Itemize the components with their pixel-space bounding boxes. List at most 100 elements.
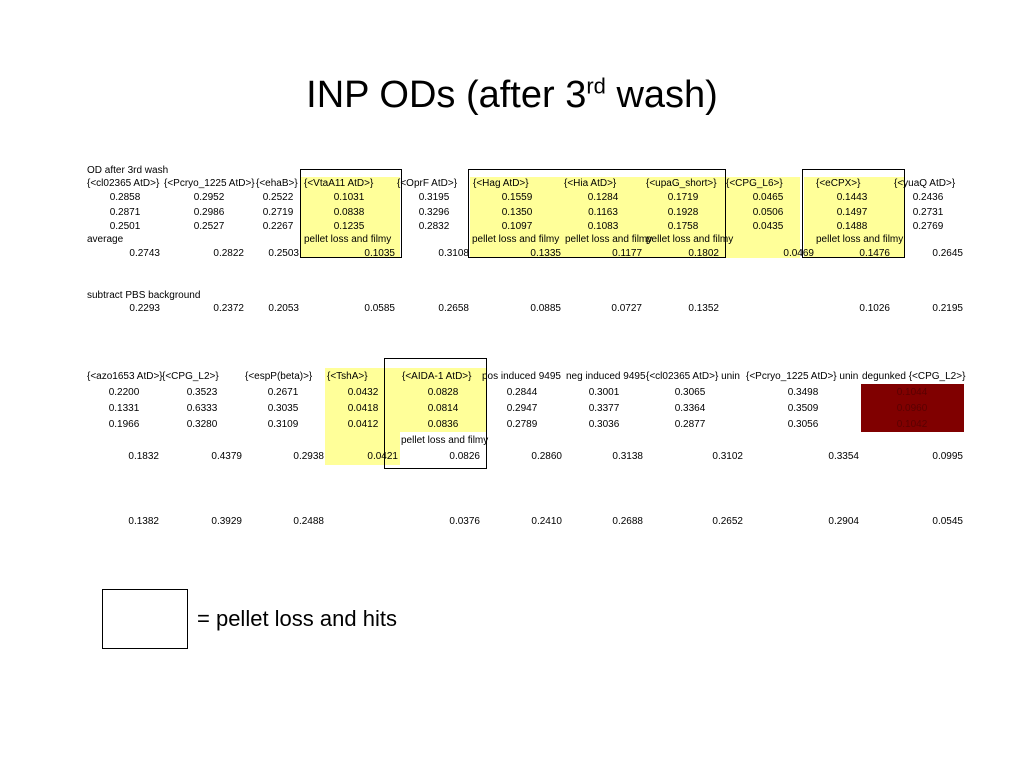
table2-header: neg induced 9495: [566, 371, 646, 382]
table1-cell: 0.1719: [667, 192, 699, 203]
table2-subtracted: 0.3929: [211, 516, 242, 527]
table1-subtracted: 0.0885: [530, 303, 561, 314]
table2-average: 0.3102: [712, 451, 743, 462]
table2-average: 0.3138: [612, 451, 643, 462]
table2-subtracted: 0.0545: [932, 516, 963, 527]
table2-cell: 0.2789: [506, 419, 538, 430]
note-pellet-loss: pellet loss and filmy: [646, 234, 734, 245]
table1-header: {<VtaA11 AtD>}: [304, 178, 374, 189]
table1-cell: 0.3296: [418, 207, 450, 218]
table1-cell: 0.1928: [667, 207, 699, 218]
table1-average: 0.0469: [783, 248, 814, 259]
table1-average: 0.3108: [438, 248, 469, 259]
table1-header: {<CPG_L6>}: [726, 178, 783, 189]
table2-cell: 0.1042: [896, 419, 928, 430]
table1-cell: 0.1488: [836, 221, 868, 232]
table1-subtracted: 0.0585: [364, 303, 395, 314]
table2-cell: 0.3523: [186, 387, 218, 398]
table1-cell: 0.2858: [109, 192, 141, 203]
table1-cell: 0.1083: [587, 221, 619, 232]
table1-cell: 0.2871: [109, 207, 141, 218]
table2-header: {<espP(beta)>}: [245, 371, 313, 382]
table2-header: {<CPG_L2>}: [162, 371, 219, 382]
table1-average: 0.1802: [688, 248, 719, 259]
table2-cell: 0.3280: [186, 419, 218, 430]
table2-average: 0.3354: [828, 451, 859, 462]
table1-average: 0.2822: [213, 248, 244, 259]
table2-header: {<TshA>}: [327, 371, 368, 382]
note-pellet-loss: pellet loss and filmy: [816, 234, 904, 245]
table2-header: {<azo1653 AtD>}: [87, 371, 163, 382]
box-hag-to-upag: [468, 169, 726, 258]
table1-header: {<yuaQ AtD>}: [894, 178, 956, 189]
table1-cell: 0.2832: [418, 221, 450, 232]
table1-header: {<upaG_short>}: [646, 178, 717, 189]
table1-subtracted: 0.2372: [213, 303, 244, 314]
highlight-hag-to-upag: [470, 177, 726, 258]
highlight-ecpx: [804, 177, 904, 258]
table1-subtracted: 0.2293: [129, 303, 160, 314]
table2-cell: 0.2844: [506, 387, 538, 398]
table1-cell: 0.2267: [262, 221, 294, 232]
table1-subtracted: 0.2053: [268, 303, 299, 314]
table1-cell: 0.2986: [193, 207, 225, 218]
table1-cell: 0.2436: [912, 192, 944, 203]
table2-cell: 0.0960: [896, 403, 928, 414]
table1-header: {<OprF AtD>}: [397, 178, 458, 189]
table1-caption: OD after 3rd wash: [87, 165, 169, 176]
table1-header: {<ehaB>}: [256, 178, 298, 189]
table1-subtracted: 0.1026: [859, 303, 890, 314]
table1-subtracted: 0.2195: [932, 303, 963, 314]
table1-cell: 0.2731: [912, 207, 944, 218]
average-label: average: [87, 234, 124, 245]
table2-subtracted: 0.2652: [712, 516, 743, 527]
table1-header: {<Hag AtD>}: [473, 178, 529, 189]
table2-header: {<Pcryo_1225 AtD>} unin: [746, 371, 859, 382]
table1-average: 0.2645: [932, 248, 963, 259]
table2-cell: 0.3036: [588, 419, 620, 430]
box-aida1: [384, 358, 487, 469]
table2-header: pos induced 9495: [482, 371, 561, 382]
table1-cell: 0.2501: [109, 221, 141, 232]
table2-cell: 0.3109: [267, 419, 299, 430]
table1-cell: 0.0435: [752, 221, 784, 232]
table1-average: 0.1177: [612, 248, 642, 259]
table1-subtracted: 0.2658: [438, 303, 469, 314]
table1-cell: 0.0838: [333, 207, 365, 218]
table1-header: {<Pcryo_1225 AtD>}: [164, 178, 255, 189]
subtract-label: subtract PBS background: [87, 290, 201, 301]
table1-header: {<Hia AtD>}: [564, 178, 617, 189]
table2-cell: 0.3509: [787, 403, 819, 414]
table1-cell: 0.1497: [836, 207, 868, 218]
table1-cell: 0.3195: [418, 192, 450, 203]
table2-header: degunked {<CPG_L2>}: [862, 371, 966, 382]
table2-cell: 0.0836: [427, 419, 459, 430]
table2-subtracted: 0.0376: [449, 516, 480, 527]
table2-subtracted: 0.1382: [128, 516, 159, 527]
table2-cell: 0.0412: [347, 419, 379, 430]
table1-cell: 0.1031: [333, 192, 365, 203]
table1-subtracted: 0.0727: [611, 303, 642, 314]
table1-header: {<eCPX>}: [816, 178, 861, 189]
table1-average: 0.2743: [129, 248, 160, 259]
highlight-vtaa11: [300, 177, 400, 258]
slide-title-superscript: rd: [586, 73, 606, 99]
slide-title-tail: wash): [605, 74, 718, 116]
note-pellet-loss: pellet loss and filmy: [472, 234, 560, 245]
table2-average: 0.0995: [932, 451, 963, 462]
table2-cell: 0.2877: [674, 419, 706, 430]
table1-cell: 0.2952: [193, 192, 225, 203]
table2-cell: 0.3364: [674, 403, 706, 414]
table2-cell: 0.3065: [674, 387, 706, 398]
table2-header: {<AIDA-1 AtD>}: [402, 371, 472, 382]
table2-cell: 0.2947: [506, 403, 538, 414]
table1-average: 0.1476: [859, 248, 890, 259]
table1-cell: 0.2719: [262, 207, 294, 218]
table2-subtracted: 0.2488: [293, 516, 324, 527]
table2-cell: 0.0432: [347, 387, 379, 398]
table2-cell: 0.3056: [787, 419, 819, 430]
table2-cell: 0.2671: [267, 387, 299, 398]
highlight-degunked: [861, 384, 964, 432]
table1-average: 0.1335: [530, 248, 561, 259]
slide-title-main: INP ODs (after 3: [306, 74, 587, 116]
